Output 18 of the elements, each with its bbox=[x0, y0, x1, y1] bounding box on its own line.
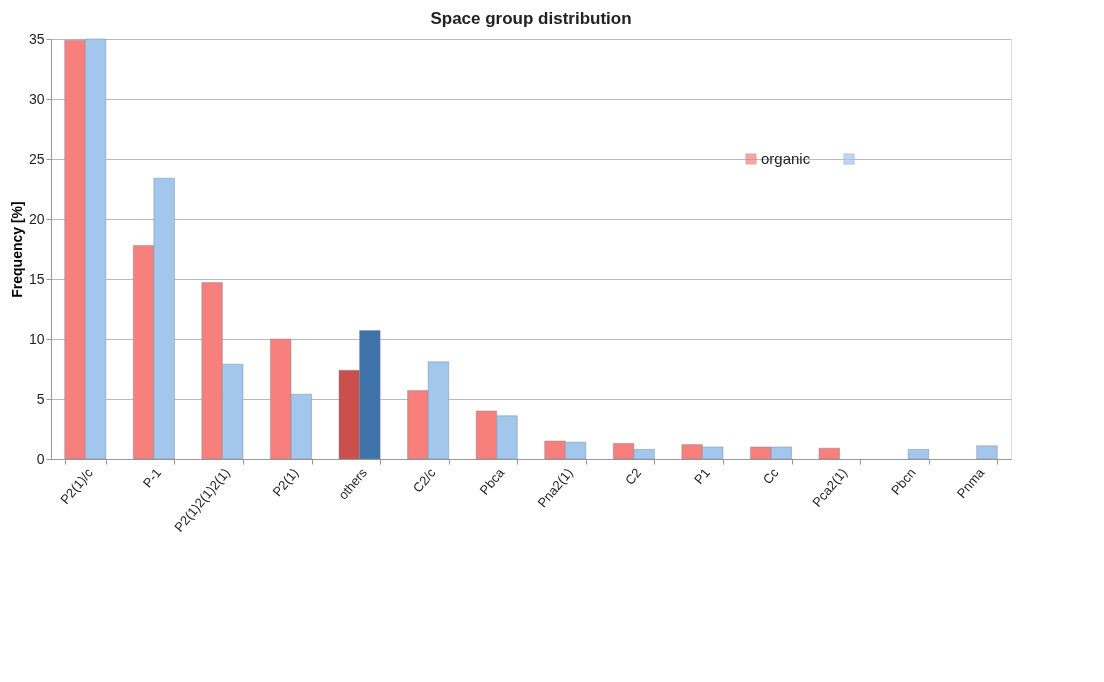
chart-title: Space group distribution bbox=[430, 9, 632, 28]
y-tick-label: 30 bbox=[28, 90, 45, 107]
y-tick-label: 15 bbox=[28, 270, 45, 287]
y-tick-label: 20 bbox=[28, 210, 45, 227]
bar bbox=[976, 445, 998, 460]
y-tick-label: 0 bbox=[36, 450, 45, 467]
x-tick-label: Cc bbox=[759, 464, 782, 488]
y-tick-label: 10 bbox=[28, 330, 45, 347]
x-tick-label: C2 bbox=[622, 465, 645, 488]
y-tick-label: 35 bbox=[28, 30, 45, 47]
y-tick-label: 5 bbox=[36, 390, 45, 407]
y-axis-title: Frequency [%] bbox=[8, 201, 25, 298]
x-tick-label: P1 bbox=[691, 465, 713, 488]
bar bbox=[818, 447, 840, 460]
legend-label: organic bbox=[761, 150, 811, 167]
y-tick-label: 25 bbox=[28, 150, 45, 167]
bar bbox=[907, 449, 929, 460]
x-tick-label: P-1 bbox=[139, 465, 165, 491]
